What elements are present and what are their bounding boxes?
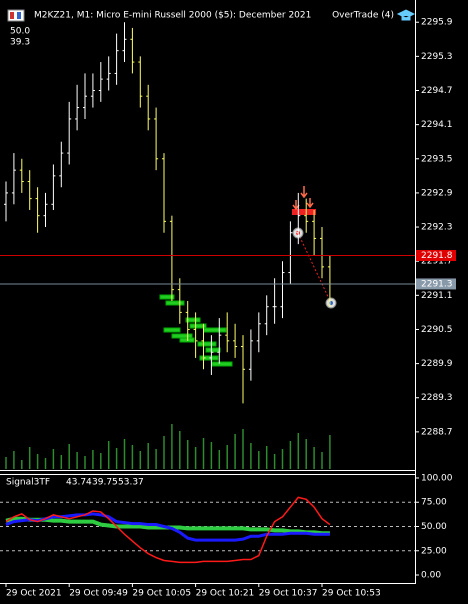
y-tick-label: 2294.7: [421, 86, 453, 96]
y-tick-label: 2288.7: [421, 427, 453, 437]
x-tick-label: 29 Oct 09:49: [69, 589, 128, 599]
indicator-value: 53.37: [118, 478, 144, 488]
y-tick-label: 2289.9: [421, 359, 453, 369]
y-tick-label: 2293.5: [421, 154, 453, 164]
y-tick-label: 2295.3: [421, 52, 453, 62]
indicator-value: 43.74: [66, 478, 92, 488]
info-text: 39.3: [10, 38, 30, 48]
price-tag: [416, 250, 456, 261]
y-tick-label: 25.00: [421, 546, 447, 556]
price-tag-label: 2291.8: [421, 251, 453, 261]
price-tag-label: 2291.3: [421, 279, 453, 289]
symbol-icon: [7, 9, 25, 22]
indicator-value: 39.75: [92, 478, 118, 488]
y-tick-label: 2291.7: [421, 257, 453, 267]
price-tag: [416, 278, 456, 290]
y-tick-label: 2289.3: [421, 393, 453, 403]
chart-title: M2KZ21, M1: Micro E-mini Russell 2000 ($…: [34, 11, 311, 21]
y-tick-label: 50.00: [421, 522, 447, 532]
y-tick-label: 100.00: [421, 473, 453, 483]
info-text: 50.0: [10, 27, 30, 37]
y-tick-label: 2290.5: [421, 325, 453, 335]
expert-icon: [396, 9, 416, 21]
y-tick-label: 2292.9: [421, 188, 453, 198]
y-tick-label: 2291.1: [421, 291, 453, 301]
signal-boxes: [159, 294, 233, 367]
y-tick-label: 75.00: [421, 498, 447, 508]
y-tick-label: 2295.9: [421, 18, 453, 28]
indicator-line: [5, 496, 331, 564]
x-tick-label: 29 Oct 10:21: [196, 589, 255, 599]
x-tick-label: 29 Oct 10:53: [322, 589, 381, 599]
x-tick-label: 29 Oct 10:05: [132, 589, 191, 599]
x-tick-label: 29 Oct 10:37: [259, 589, 318, 599]
y-tick-label: 2292.3: [421, 223, 453, 233]
y-tick-label: 2294.1: [421, 120, 453, 130]
x-tick-label: 29 Oct 2021: [6, 589, 62, 599]
expert-name: OverTrade (4): [332, 11, 394, 21]
indicator-title: Signal3TF: [6, 478, 50, 488]
y-tick-label: 0.00: [421, 571, 441, 581]
